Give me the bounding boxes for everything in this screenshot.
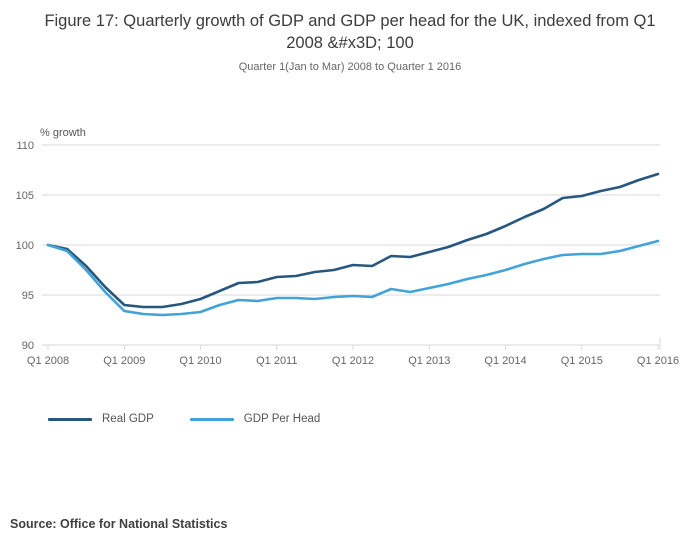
source-text: Source: Office for National Statistics — [10, 517, 228, 531]
x-tick-label: Q1 2008 — [27, 355, 69, 367]
x-tick-label: Q1 2015 — [561, 355, 603, 367]
chart-title: Figure 17: Quarterly growth of GDP and G… — [44, 12, 656, 52]
legend-item-gdp-per-head[interactable]: GDP Per Head — [189, 413, 321, 425]
x-tick-label: Q1 2016 — [637, 355, 679, 367]
legend: Real GDP GDP Per Head — [48, 413, 700, 425]
x-tick-label: Q1 2009 — [103, 355, 145, 367]
x-tick-label: Q1 2011 — [256, 355, 297, 367]
legend-label-gdp-per-head: GDP Per Head — [243, 413, 321, 425]
x-tick-label: Q1 2012 — [332, 355, 374, 367]
real-gdp-swatch — [48, 417, 92, 421]
y-tick-label: 105 — [16, 190, 34, 202]
y-tick-label: 90 — [22, 340, 34, 352]
legend-item-real-gdp[interactable]: Real GDP — [48, 413, 154, 425]
y-tick-label: 95 — [22, 290, 34, 302]
chart-subtitle: Quarter 1(Jan to Mar) 2008 to Quarter 1 … — [238, 61, 462, 73]
gdp-per-head-line — [46, 239, 660, 317]
chart-area: 90 95 100 105 110 % growth Q1 2008 Q1 2009 Q1 20… — [0, 87, 700, 387]
y-tick-label: 100 — [16, 240, 34, 252]
y-tick-label: 110 — [16, 140, 34, 152]
x-tick-label: Q1 2013 — [408, 355, 450, 367]
y-axis-title: % growth — [40, 127, 86, 139]
line-chart: 90 95 100 105 110 % growth Q1 2008 Q1 2009 Q1 20… — [16, 127, 679, 367]
x-tick-label: Q1 2014 — [484, 355, 526, 367]
real-gdp-line — [46, 172, 660, 309]
x-tick-label: Q1 2010 — [179, 355, 221, 367]
gdp-per-head-swatch — [189, 417, 234, 421]
legend-label-real-gdp: Real GDP — [102, 413, 154, 425]
